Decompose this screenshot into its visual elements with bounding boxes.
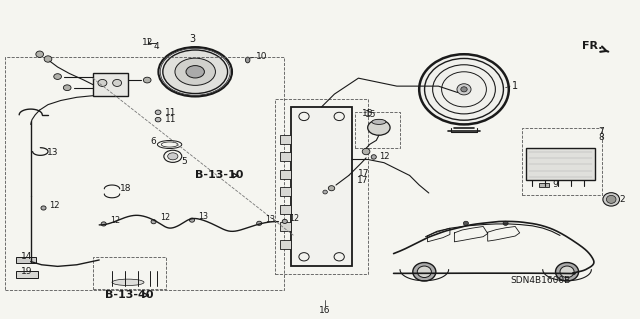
Bar bbox=[5, 57, 284, 290]
Ellipse shape bbox=[328, 186, 335, 191]
Ellipse shape bbox=[151, 219, 156, 224]
Bar bbox=[280, 152, 291, 161]
Ellipse shape bbox=[186, 66, 204, 78]
Bar bbox=[93, 257, 166, 289]
Text: 18: 18 bbox=[120, 184, 132, 193]
Bar bbox=[522, 128, 602, 195]
Text: 12: 12 bbox=[289, 214, 300, 223]
Text: 15: 15 bbox=[362, 109, 373, 118]
Ellipse shape bbox=[503, 221, 508, 225]
Bar bbox=[280, 240, 291, 249]
Text: B-13-40: B-13-40 bbox=[105, 290, 154, 300]
Ellipse shape bbox=[113, 79, 122, 86]
Ellipse shape bbox=[168, 153, 178, 160]
Text: 9: 9 bbox=[552, 180, 558, 189]
Ellipse shape bbox=[257, 221, 262, 225]
Bar bbox=[16, 271, 38, 278]
Bar bbox=[355, 112, 400, 148]
Bar bbox=[280, 135, 291, 144]
Bar bbox=[539, 183, 549, 187]
Ellipse shape bbox=[44, 56, 52, 62]
Ellipse shape bbox=[63, 85, 71, 91]
Text: 11: 11 bbox=[165, 115, 177, 124]
Ellipse shape bbox=[461, 87, 467, 92]
Ellipse shape bbox=[607, 195, 616, 204]
Bar bbox=[280, 222, 291, 231]
Ellipse shape bbox=[189, 218, 195, 222]
Text: 17: 17 bbox=[357, 176, 369, 185]
Text: 6: 6 bbox=[150, 137, 156, 146]
Text: 11: 11 bbox=[165, 108, 177, 117]
Ellipse shape bbox=[603, 193, 620, 206]
Ellipse shape bbox=[101, 222, 106, 226]
Ellipse shape bbox=[362, 148, 370, 155]
Text: 4: 4 bbox=[154, 42, 159, 51]
Text: 8: 8 bbox=[598, 133, 604, 142]
Text: 14: 14 bbox=[21, 252, 33, 261]
Ellipse shape bbox=[158, 47, 232, 96]
Bar bbox=[280, 187, 291, 196]
Ellipse shape bbox=[371, 155, 376, 159]
Ellipse shape bbox=[54, 74, 61, 79]
Bar bbox=[280, 205, 291, 214]
Ellipse shape bbox=[246, 57, 250, 63]
Text: 12: 12 bbox=[110, 216, 120, 225]
Ellipse shape bbox=[419, 54, 509, 124]
Text: 12: 12 bbox=[160, 213, 170, 222]
Text: 15: 15 bbox=[365, 110, 376, 119]
Text: 2: 2 bbox=[620, 195, 625, 204]
Text: FR.: FR. bbox=[582, 41, 608, 52]
Bar bbox=[291, 107, 352, 266]
Text: 13: 13 bbox=[266, 215, 276, 224]
Ellipse shape bbox=[282, 219, 287, 223]
Text: 13: 13 bbox=[47, 148, 58, 157]
Bar bbox=[275, 99, 368, 274]
Text: B-13-10: B-13-10 bbox=[195, 170, 243, 181]
Bar bbox=[16, 257, 36, 263]
Ellipse shape bbox=[367, 120, 390, 135]
Text: SDN4B1600B: SDN4B1600B bbox=[511, 276, 571, 285]
Text: 19: 19 bbox=[21, 267, 33, 276]
Ellipse shape bbox=[372, 119, 386, 124]
Ellipse shape bbox=[163, 50, 228, 93]
Ellipse shape bbox=[155, 110, 161, 115]
Ellipse shape bbox=[457, 84, 471, 95]
Text: 17: 17 bbox=[358, 169, 370, 178]
Ellipse shape bbox=[417, 266, 431, 278]
Ellipse shape bbox=[323, 190, 328, 194]
Text: 16: 16 bbox=[319, 306, 331, 315]
Ellipse shape bbox=[143, 77, 151, 83]
Text: 12: 12 bbox=[49, 201, 59, 210]
Text: 12: 12 bbox=[380, 152, 390, 161]
Text: 13: 13 bbox=[198, 212, 209, 221]
Ellipse shape bbox=[36, 51, 44, 57]
Text: 12: 12 bbox=[142, 38, 154, 47]
Ellipse shape bbox=[155, 117, 161, 122]
Ellipse shape bbox=[413, 263, 436, 281]
Ellipse shape bbox=[560, 266, 574, 278]
Ellipse shape bbox=[112, 279, 144, 286]
Ellipse shape bbox=[463, 221, 468, 225]
Ellipse shape bbox=[175, 58, 216, 85]
Bar bbox=[93, 73, 128, 96]
Text: 10: 10 bbox=[256, 52, 268, 61]
Text: 1: 1 bbox=[512, 81, 518, 91]
Text: 5: 5 bbox=[181, 157, 187, 166]
Ellipse shape bbox=[98, 79, 107, 86]
Text: 7: 7 bbox=[598, 127, 604, 136]
Ellipse shape bbox=[556, 263, 579, 281]
Text: 3: 3 bbox=[189, 34, 195, 44]
Bar bbox=[526, 148, 595, 180]
Ellipse shape bbox=[41, 206, 46, 210]
Bar bbox=[280, 170, 291, 179]
